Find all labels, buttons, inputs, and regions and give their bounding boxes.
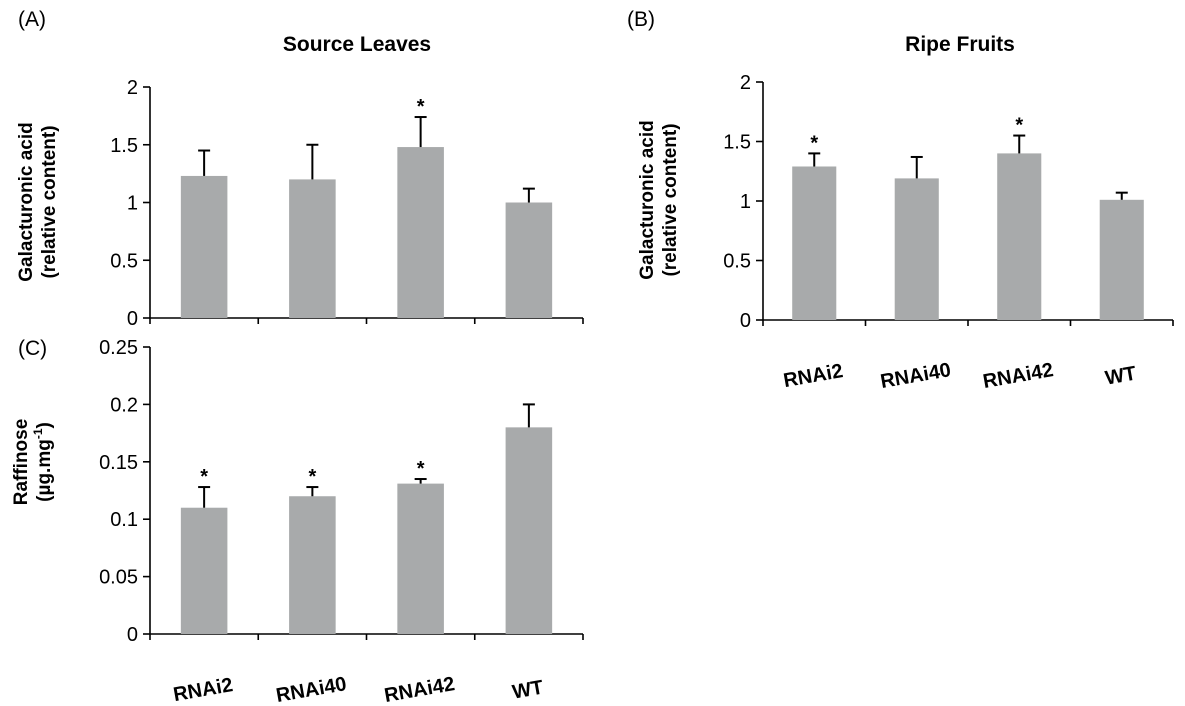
- panel-c-y-tick-label: 0: [127, 624, 138, 646]
- panel-b-y-tick-label: 0.5: [723, 251, 751, 273]
- panel-c-y-axis-label: Raffinose (µg.mg-1): [11, 419, 55, 506]
- panel-c-y-tick-label: 0.2: [110, 394, 138, 416]
- panel-a-y-tick-label: 1.5: [110, 135, 138, 157]
- panel-c-x-label-rnai2: RNAi2: [172, 674, 235, 706]
- panel-a-bar-rnai40: [289, 179, 336, 318]
- panel-c-significance-rnai2: *: [200, 466, 208, 488]
- panel-a-bar-rnai42: [397, 147, 444, 318]
- panel-a-y-tick-label: 2: [127, 77, 138, 99]
- panel-b-x-label-rnai42: RNAi42: [981, 359, 1055, 393]
- panel-b-x-label-rnai40: RNAi40: [879, 359, 953, 393]
- panel-a-bar-rnai2: [180, 175, 228, 318]
- panel-c-y-axis-label-line1: Raffinose: [11, 419, 32, 506]
- panel-c-x-label-wt: WT: [511, 677, 545, 704]
- panel-b-x-label-rnai2: RNAi2: [782, 360, 845, 392]
- panel-b-x-label-wt: WT: [1103, 363, 1137, 390]
- panel-a-y-axis-label: Galacturonic acid (relative content): [16, 122, 60, 281]
- panel-a-y-tick-label: 0: [127, 308, 138, 330]
- panel-c-bar-rnai2: [180, 507, 228, 634]
- panel-b-title: Ripe Fruits: [905, 33, 1015, 56]
- panel-c-letter: (C): [18, 337, 47, 360]
- panel-b-plot-area: 0 0.5 1 1.5 2 * RNAi2 RNAi40 * RNAi42 WT: [723, 72, 1174, 393]
- panel-b-ripe-fruits: (B) Ripe Fruits Galacturonic acid (relat…: [627, 8, 1174, 393]
- panel-c-plot-area: 0 0.05 0.1 0.15 0.2 0.25 * RNAi2 * RNAi40 * RNAi42 W…: [99, 337, 584, 706]
- panel-c-bar-wt: [505, 427, 553, 634]
- panel-b-bar-rnai42: [997, 153, 1042, 320]
- panel-b-letter: (B): [627, 8, 655, 31]
- panel-c-y-tick-label: 0.15: [99, 452, 138, 474]
- panel-b-y-axis-label: Galacturonic acid (relative content): [637, 120, 681, 279]
- panel-c-y-tick-label: 0.25: [99, 337, 138, 359]
- panel-a-y-tick-label: 1: [127, 193, 138, 215]
- panel-a-plot-area: 0 0.5 1 1.5 2 *: [110, 77, 584, 330]
- panel-c-y-axis-label-line2: (µg.mg-1): [31, 422, 55, 502]
- panel-c-y-unit-close: ): [34, 422, 55, 428]
- panel-c-y-unit-base: (µg.mg: [34, 439, 55, 502]
- panel-a-y-tick-label: 0.5: [110, 250, 138, 272]
- panel-b-y-tick-label: 1.5: [723, 132, 751, 154]
- panel-a-letter: (A): [18, 8, 46, 31]
- panel-b-y-tick-label: 0: [740, 310, 751, 332]
- panel-c-y-unit-exponent: -1: [31, 428, 45, 439]
- panel-b-y-tick-label: 2: [740, 72, 751, 94]
- panel-a-significance-rnai42: *: [417, 96, 425, 118]
- panel-c-x-label-rnai42: RNAi42: [383, 673, 457, 706]
- panel-c-significance-rnai40: *: [308, 466, 316, 488]
- panel-b-significance-rnai2: *: [810, 132, 818, 154]
- panel-a-title: Source Leaves: [283, 33, 431, 56]
- panel-b-y-tick-label: 1: [740, 191, 751, 213]
- panel-a-bar-wt: [505, 202, 553, 318]
- panel-c-y-tick-label: 0.1: [110, 509, 138, 531]
- panel-a-y-axis-label-line2: (relative content): [39, 125, 60, 278]
- panel-b-significance-rnai42: *: [1015, 115, 1023, 137]
- panel-c-x-label-rnai40: RNAi40: [274, 673, 348, 706]
- panel-c-significance-rnai42: *: [417, 458, 425, 480]
- panel-b-bar-wt: [1099, 199, 1144, 320]
- panel-b-y-axis-label-line1: Galacturonic acid: [637, 120, 658, 279]
- panel-b-bar-rnai40: [894, 178, 939, 320]
- panel-c-bar-rnai42: [397, 483, 444, 634]
- panel-c-y-tick-label: 0.05: [99, 567, 138, 589]
- panel-a-source-leaves: (A) Source Leaves Galacturonic acid (rel…: [16, 8, 584, 330]
- panel-b-bar-rnai2: [792, 166, 837, 320]
- panel-c-raffinose: (C) Raffinose (µg.mg-1) 00.050.10.150.20…: [11, 337, 584, 706]
- panel-c-bar-rnai40: [289, 496, 336, 634]
- panel-a-y-axis-label-line1: Galacturonic acid: [16, 122, 37, 281]
- panel-b-y-axis-label-line2: (relative content): [660, 123, 681, 276]
